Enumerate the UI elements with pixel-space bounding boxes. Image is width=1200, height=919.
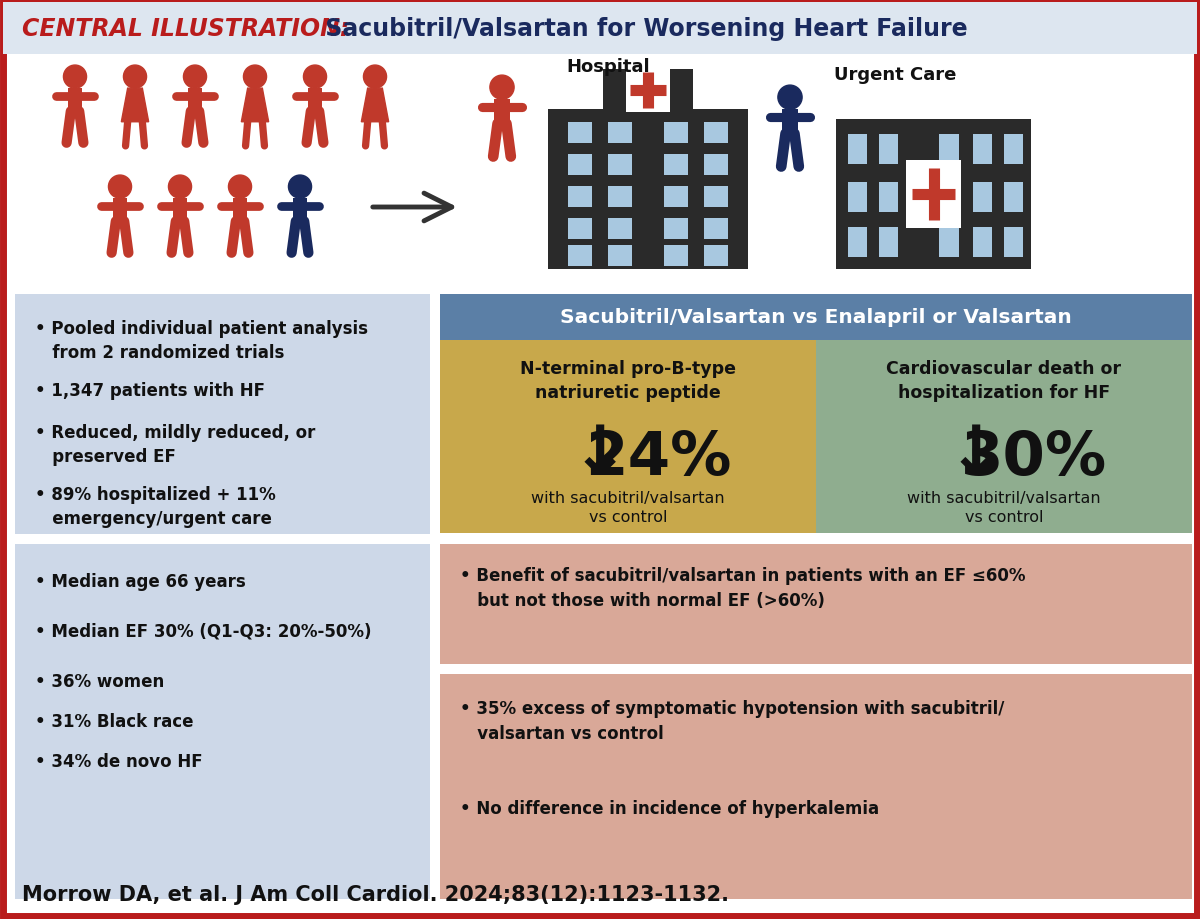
FancyBboxPatch shape: [67, 89, 83, 112]
FancyBboxPatch shape: [1003, 183, 1024, 213]
Text: Morrow DA, et al. J Am Coll Cardiol. 2024;83(12):1123-1132.: Morrow DA, et al. J Am Coll Cardiol. 202…: [22, 884, 730, 904]
Circle shape: [288, 176, 312, 199]
FancyBboxPatch shape: [608, 187, 632, 208]
FancyBboxPatch shape: [187, 89, 203, 112]
Circle shape: [184, 66, 206, 89]
FancyBboxPatch shape: [568, 122, 592, 143]
Text: Cardiovascular death or
hospitalization for HF: Cardiovascular death or hospitalization …: [887, 360, 1122, 402]
FancyBboxPatch shape: [440, 295, 1192, 341]
FancyBboxPatch shape: [568, 245, 592, 267]
FancyBboxPatch shape: [548, 110, 748, 269]
FancyBboxPatch shape: [568, 219, 592, 239]
FancyBboxPatch shape: [664, 219, 688, 239]
Text: ↓: ↓: [571, 422, 629, 489]
FancyBboxPatch shape: [704, 187, 728, 208]
FancyBboxPatch shape: [608, 122, 632, 143]
FancyBboxPatch shape: [440, 341, 816, 533]
FancyBboxPatch shape: [878, 228, 899, 257]
Text: with sacubitril/valsartan
vs control: with sacubitril/valsartan vs control: [532, 490, 725, 525]
Text: 30%: 30%: [961, 429, 1108, 488]
FancyBboxPatch shape: [704, 219, 728, 239]
FancyBboxPatch shape: [14, 295, 430, 535]
Circle shape: [244, 66, 266, 89]
Text: • 31% Black race: • 31% Black race: [35, 712, 193, 731]
FancyBboxPatch shape: [173, 199, 187, 222]
FancyBboxPatch shape: [2, 3, 1198, 916]
FancyBboxPatch shape: [608, 154, 632, 176]
Text: • 1,347 patients with HF: • 1,347 patients with HF: [35, 381, 265, 400]
Circle shape: [228, 176, 252, 199]
FancyBboxPatch shape: [940, 183, 959, 213]
Text: • 89% hospitalized + 11%
   emergency/urgent care: • 89% hospitalized + 11% emergency/urgen…: [35, 485, 276, 527]
Text: • Median EF 30% (Q1-Q3: 20%-50%): • Median EF 30% (Q1-Q3: 20%-50%): [35, 622, 372, 641]
Circle shape: [168, 176, 192, 199]
FancyBboxPatch shape: [847, 183, 868, 213]
Text: Sacubitril/Valsartan vs Enalapril or Valsartan: Sacubitril/Valsartan vs Enalapril or Val…: [560, 308, 1072, 327]
Text: Urgent Care: Urgent Care: [834, 66, 956, 84]
FancyBboxPatch shape: [568, 154, 592, 176]
FancyBboxPatch shape: [293, 199, 307, 222]
Text: • 34% de novo HF: • 34% de novo HF: [35, 752, 203, 770]
Text: • 35% excess of symptomatic hypotension with sacubitril/
   valsartan vs control: • 35% excess of symptomatic hypotension …: [460, 699, 1004, 743]
FancyBboxPatch shape: [113, 199, 127, 222]
FancyBboxPatch shape: [608, 219, 632, 239]
FancyBboxPatch shape: [972, 183, 992, 213]
FancyBboxPatch shape: [494, 100, 510, 124]
FancyBboxPatch shape: [704, 154, 728, 176]
FancyBboxPatch shape: [2, 3, 1198, 55]
FancyBboxPatch shape: [14, 544, 430, 899]
FancyBboxPatch shape: [940, 135, 959, 165]
FancyBboxPatch shape: [1003, 228, 1024, 257]
Circle shape: [64, 66, 86, 89]
Text: • 36% women: • 36% women: [35, 673, 164, 690]
Text: • Pooled individual patient analysis
   from 2 randomized trials: • Pooled individual patient analysis fro…: [35, 320, 368, 361]
Polygon shape: [241, 89, 269, 122]
FancyBboxPatch shape: [782, 110, 798, 134]
FancyBboxPatch shape: [440, 544, 1192, 664]
FancyBboxPatch shape: [836, 119, 1031, 269]
FancyBboxPatch shape: [604, 70, 694, 110]
FancyBboxPatch shape: [664, 154, 688, 176]
Text: Hospital: Hospital: [566, 58, 650, 76]
FancyBboxPatch shape: [704, 122, 728, 143]
FancyBboxPatch shape: [847, 228, 868, 257]
Text: Sacubitril/Valsartan for Worsening Heart Failure: Sacubitril/Valsartan for Worsening Heart…: [317, 17, 967, 41]
FancyBboxPatch shape: [847, 135, 868, 165]
Polygon shape: [361, 89, 389, 122]
FancyBboxPatch shape: [608, 245, 632, 267]
FancyBboxPatch shape: [664, 245, 688, 267]
Circle shape: [124, 66, 146, 89]
Text: • Median age 66 years: • Median age 66 years: [35, 573, 246, 590]
FancyBboxPatch shape: [816, 341, 1192, 533]
Text: • Benefit of sacubitril/valsartan in patients with an EF ≤60%
   but not those w: • Benefit of sacubitril/valsartan in pat…: [460, 566, 1026, 609]
Circle shape: [304, 66, 326, 89]
Circle shape: [778, 86, 802, 110]
FancyBboxPatch shape: [664, 187, 688, 208]
FancyBboxPatch shape: [704, 245, 728, 267]
FancyBboxPatch shape: [940, 228, 959, 257]
FancyBboxPatch shape: [878, 135, 899, 165]
FancyBboxPatch shape: [568, 187, 592, 208]
Circle shape: [108, 176, 132, 199]
Text: ↓: ↓: [947, 422, 1006, 489]
FancyBboxPatch shape: [878, 183, 899, 213]
FancyBboxPatch shape: [307, 89, 323, 112]
Text: • Reduced, mildly reduced, or
   preserved EF: • Reduced, mildly reduced, or preserved …: [35, 424, 316, 465]
FancyBboxPatch shape: [440, 675, 1192, 899]
FancyBboxPatch shape: [233, 199, 247, 222]
FancyBboxPatch shape: [626, 68, 670, 113]
FancyBboxPatch shape: [972, 228, 992, 257]
Text: CENTRAL ILLUSTRATION:: CENTRAL ILLUSTRATION:: [22, 17, 349, 41]
Polygon shape: [121, 89, 149, 122]
FancyBboxPatch shape: [664, 122, 688, 143]
Text: N-terminal pro-B-type
natriuretic peptide: N-terminal pro-B-type natriuretic peptid…: [520, 360, 736, 402]
Circle shape: [490, 76, 514, 100]
FancyBboxPatch shape: [972, 135, 992, 165]
Text: 24%: 24%: [584, 429, 731, 488]
Text: with sacubitril/valsartan
vs control: with sacubitril/valsartan vs control: [907, 490, 1100, 525]
FancyBboxPatch shape: [906, 161, 961, 229]
FancyBboxPatch shape: [1003, 135, 1024, 165]
Text: • No difference in incidence of hyperkalemia: • No difference in incidence of hyperkal…: [460, 800, 880, 817]
Circle shape: [364, 66, 386, 89]
